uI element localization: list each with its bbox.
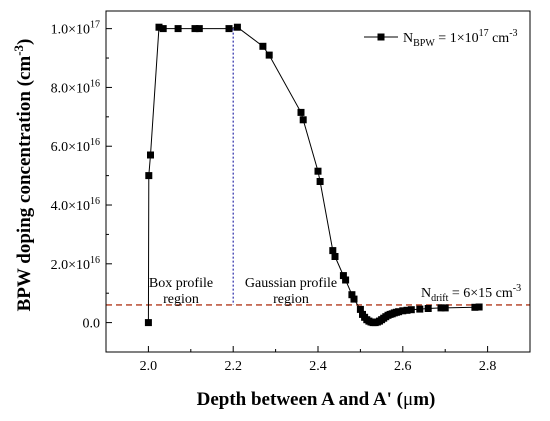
data-point-marker [174, 25, 182, 33]
data-point-marker [331, 253, 339, 260]
x-tick-label: 2.0 [140, 359, 158, 374]
bpw-series-markers [144, 23, 483, 327]
data-point-marker [144, 319, 152, 327]
y-tick-label: 0.0 [83, 317, 101, 332]
data-point-marker [416, 305, 424, 313]
data-point-marker [395, 308, 403, 316]
data-point-marker [437, 304, 445, 312]
data-point-marker [147, 151, 154, 159]
data-point-marker [471, 303, 479, 311]
data-point-marker [225, 25, 233, 33]
y-axis-ticks: 0.0 2.0×1016 4.0×1016 6.0×1016 8.0×1016 1.0×1… [51, 20, 112, 332]
data-point-marker [145, 172, 153, 180]
data-point-marker [403, 306, 411, 314]
data-point-marker [356, 305, 364, 313]
data-point-marker [159, 25, 167, 33]
x-tick-label: 2.6 [394, 359, 412, 374]
data-point-marker [316, 178, 324, 185]
data-point-marker [342, 276, 350, 284]
x-tick-label: 2.2 [224, 359, 242, 374]
data-point-marker [399, 307, 407, 315]
n-drift-label: Ndrift = 6×15 cm-3 [421, 283, 521, 304]
data-point-marker [265, 51, 273, 59]
box-region-label-line1: Box profile [149, 276, 213, 291]
data-point-marker [195, 25, 203, 33]
data-point-marker [155, 23, 163, 31]
x-axis-ticks: 2.0 2.2 2.4 2.6 2.8 [105, 346, 531, 374]
gaussian-region-label-line1: Gaussian profile [245, 276, 337, 291]
x-axis-title: Depth between A and A' (μm) [197, 389, 436, 410]
data-point-marker [475, 303, 483, 311]
y-tick-label: 1.0×1017 [51, 20, 100, 38]
data-point-marker [259, 42, 267, 50]
y-tick-label: 8.0×1016 [51, 78, 100, 96]
data-point-marker [297, 108, 305, 116]
data-point-marker [348, 291, 356, 299]
data-point-marker [424, 305, 432, 312]
legend-square-marker [377, 33, 385, 41]
gaussian-region-label-line2: region [273, 292, 309, 307]
data-point-marker [314, 167, 322, 175]
data-point-marker [233, 23, 241, 31]
y-tick-label: 2.0×1016 [51, 255, 100, 273]
data-point-marker [407, 306, 415, 314]
data-point-marker [329, 247, 337, 255]
legend-label: NBPW = 1×1017 cm-3 [403, 28, 518, 49]
y-tick-label: 4.0×1016 [51, 196, 100, 214]
y-tick-label: 6.0×1016 [51, 137, 100, 155]
legend: NBPW = 1×1017 cm-3 [364, 28, 518, 49]
x-tick-label: 2.4 [309, 359, 327, 374]
data-point-marker [339, 272, 347, 280]
data-point-marker [441, 304, 449, 312]
data-point-marker [191, 25, 199, 33]
x-tick-label: 2.8 [479, 359, 497, 374]
y-axis-title: BPW doping concentration (cm-3) [11, 39, 35, 312]
box-region-label-line2: region [163, 292, 199, 307]
data-point-marker [299, 116, 307, 124]
data-point-marker [350, 295, 358, 303]
